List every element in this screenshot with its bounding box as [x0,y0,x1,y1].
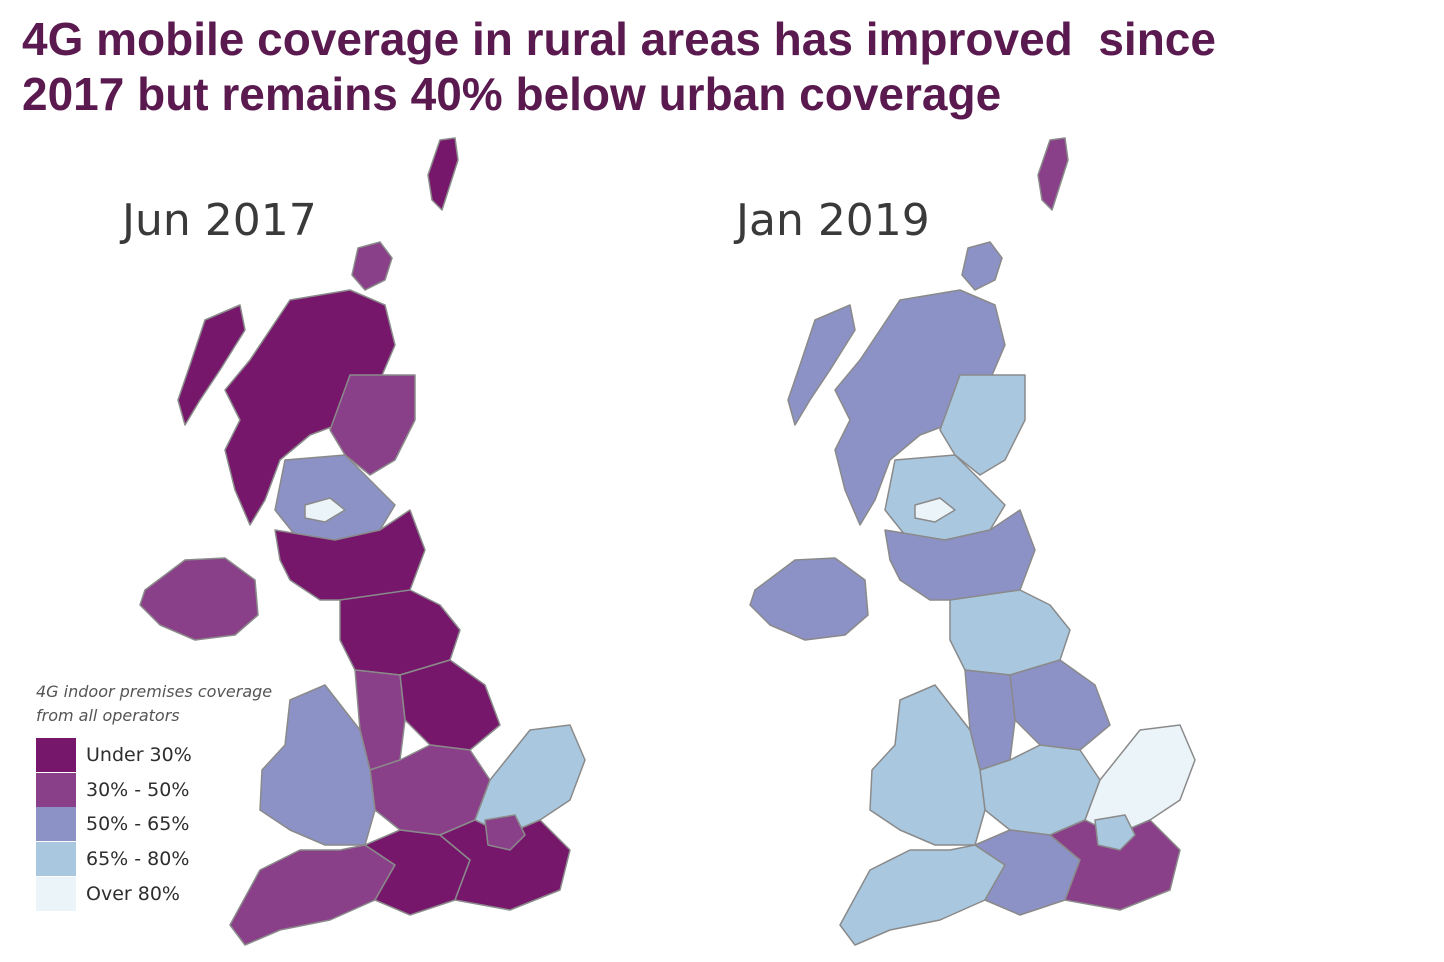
yorkshire [399,659,501,751]
legend-swatch [36,876,76,911]
legend-item-50-65: 50% - 65% [36,807,316,842]
legend-swatch [36,772,76,807]
title-line-2: 2017 but remains 40% below urban coverag… [22,68,1002,120]
legend-label: 30% - 50% [86,778,190,801]
uk-coverage-map-2019 [749,137,1196,946]
shetland-islands [427,137,459,211]
map-legend: 4G indoor premises coverage from all ope… [36,680,316,911]
chart-title: 4G mobile coverage in rural areas has im… [22,12,1422,122]
scotland-highlands [224,289,396,526]
greater-london [484,814,526,851]
northern-ireland [749,557,869,641]
legend-label: 50% - 65% [86,813,190,836]
legend-title-line-2: from all operators [36,706,180,725]
panel-label-jan-2019: Jan 2019 [736,195,930,246]
western-isles [177,304,246,426]
title-line-1: 4G mobile coverage in rural areas has im… [22,13,1216,65]
legend-items: Under 30% 30% - 50% 50% - 65% 65% - 80% … [36,738,316,911]
legend-swatch [36,807,76,842]
glasgow-edinburgh [914,497,956,523]
north-east-scotland [329,374,416,476]
legend-label: Under 30% [86,744,192,767]
legend-title-line-1: 4G indoor premises coverage [36,682,273,701]
uk-coverage-map-2017 [139,137,586,946]
panel-label-jun-2017: Jun 2017 [122,195,317,246]
legend-item-30-50: 30% - 50% [36,772,316,808]
scotland-highlands [834,289,1006,526]
shetland-islands [1037,137,1069,211]
south-west-england [839,844,1006,946]
orkney-islands [351,241,393,291]
legend-label: 65% - 80% [86,848,190,871]
greater-london [1094,814,1136,851]
legend-title: 4G indoor premises coverage from all ope… [36,680,316,728]
yorkshire [1009,659,1111,751]
legend-item-65-80: 65% - 80% [36,842,316,877]
legend-swatch [36,842,76,877]
wales [869,684,986,846]
legend-swatch [36,738,76,773]
wales [259,684,376,846]
orkney-islands [961,241,1003,291]
legend-item-over-80: Over 80% [36,876,316,911]
legend-item-under-30: Under 30% [36,738,316,773]
western-isles [787,304,856,426]
northern-ireland [139,557,259,641]
legend-label: Over 80% [86,882,180,905]
north-east-scotland [939,374,1026,476]
glasgow-edinburgh [304,497,346,523]
